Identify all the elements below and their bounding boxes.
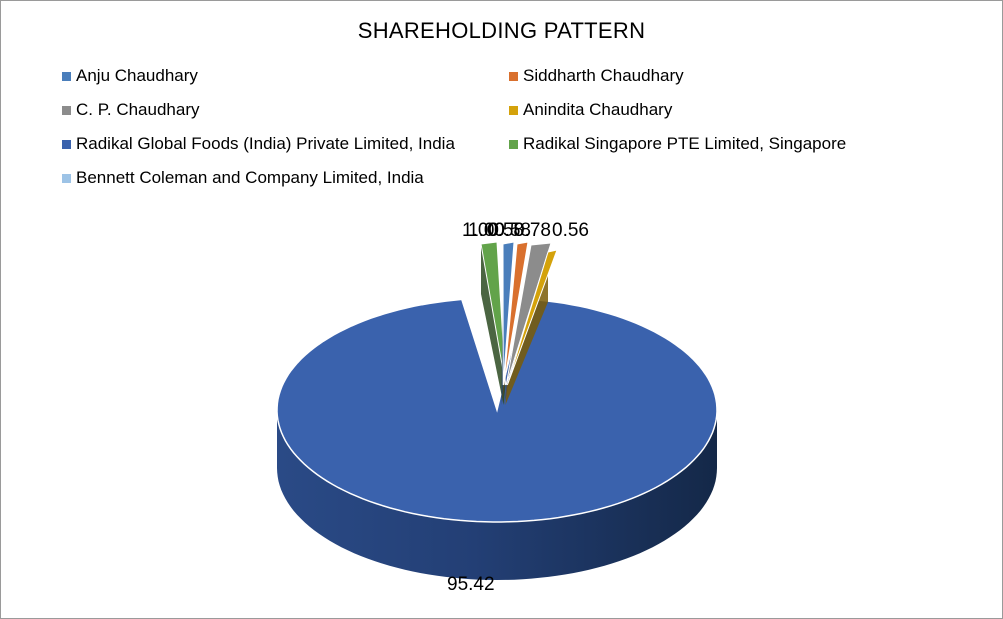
legend-swatch [62,139,71,149]
pie-slice-small-0 [501,241,515,405]
legend-label: Anindita Chaudhary [523,100,673,119]
legend-item-bennett: Bennett Coleman and Company Limited, Ind… [62,168,424,188]
chart-title: SHAREHOLDING PATTERN [357,18,646,43]
data-label-5: 1.00 [462,220,499,241]
legend-label: Anju Chaudhary [76,66,198,85]
legend-item-radikal-global: Radikal Global Foods (India) Private Lim… [62,134,455,154]
legend-label: Siddharth Chaudhary [523,66,684,85]
legend-item-anju: Anju Chaudhary [62,66,198,86]
legend-swatch [509,71,518,81]
data-label-1: 0.58 [494,220,531,241]
legend-item-siddharth: Siddharth Chaudhary [509,66,684,86]
legend-swatch [509,139,518,149]
legend-label: Bennett Coleman and Company Limited, Ind… [76,168,424,187]
legend-swatch [62,71,71,81]
legend-swatch [62,173,71,183]
pie-slice-small-5 [480,241,507,405]
data-label-4: 95.42 [447,574,495,595]
pie-slice-small-3 [505,249,558,405]
legend-item-radikal-singapore: Radikal Singapore PTE Limited, Singapore [509,134,846,154]
legend-label: Radikal Global Foods (India) Private Lim… [76,134,455,153]
legend-item-anindita: Anindita Chaudhary [509,100,672,120]
data-label-3: 0.56 [552,220,589,241]
pie-slice-radikal-global [276,298,718,523]
data-label-6: 1.00 [468,220,505,241]
legend-swatch [62,105,71,115]
legend-swatch [509,105,518,115]
legend-item-cp: C. P. Chaudhary [62,100,199,120]
legend-label: Radikal Singapore PTE Limited, Singapore [523,134,847,153]
data-label-0: 0.58 [487,220,524,241]
legend-label: C. P. Chaudhary [76,100,200,119]
data-label-2: 0.78 [514,220,551,241]
pie-slice-small-1 [501,241,529,405]
pie-slice-side-radikal-global [277,410,717,580]
